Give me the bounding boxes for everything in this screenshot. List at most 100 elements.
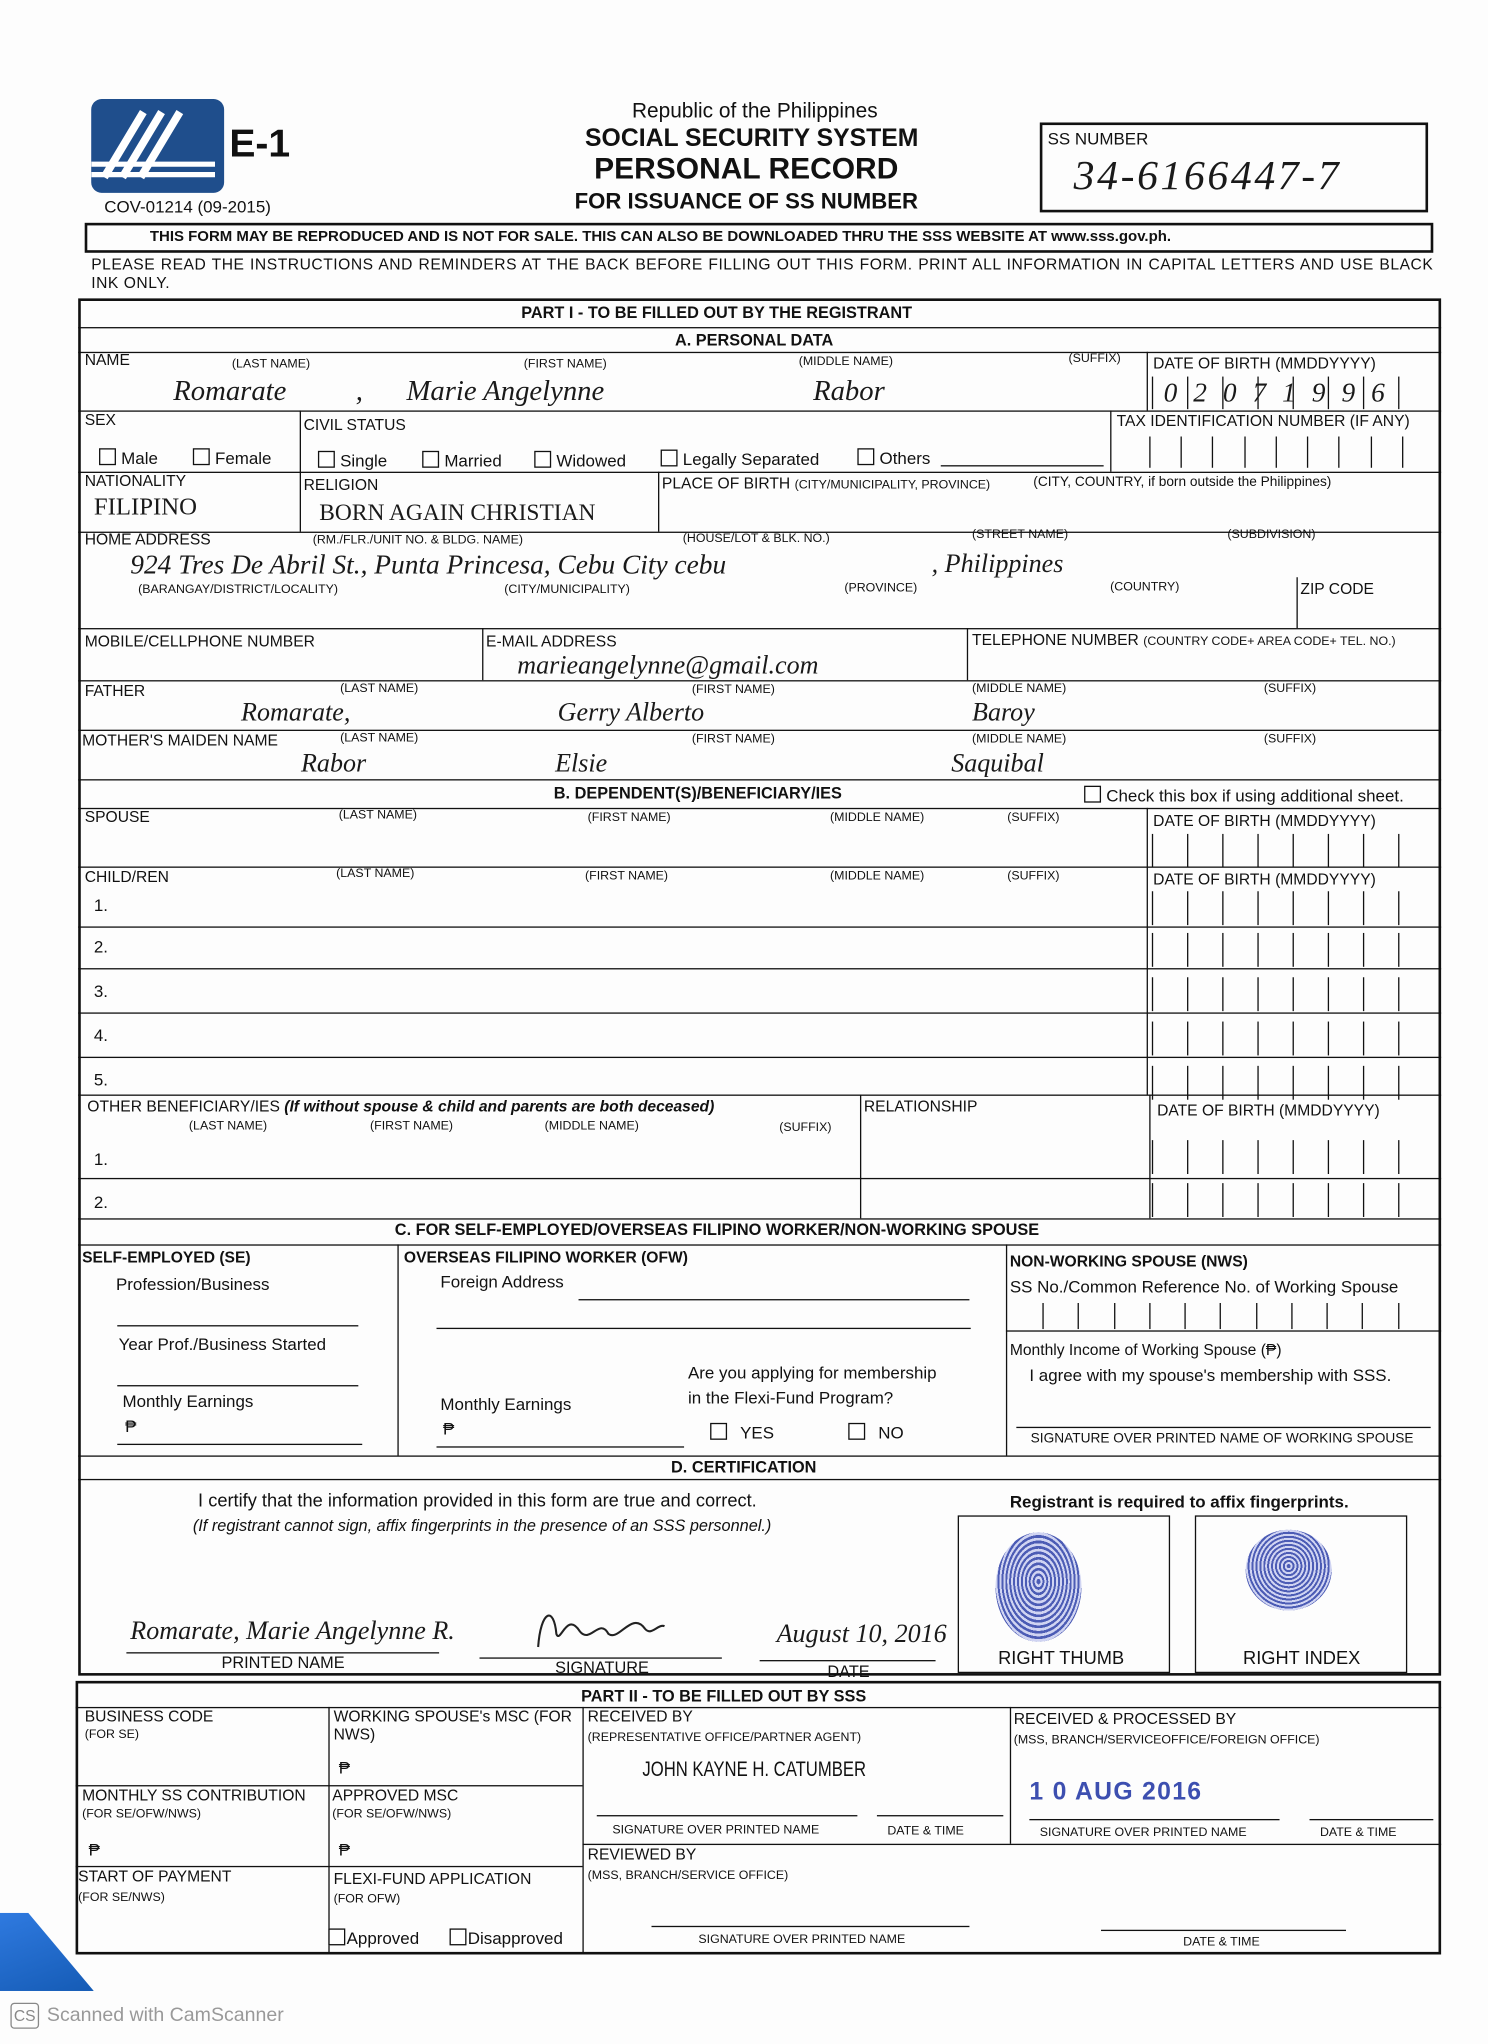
dob-input[interactable] (1151, 932, 1433, 967)
sex-female-option[interactable]: Female (192, 448, 271, 469)
right-thumb-label: RIGHT THUMB (998, 1646, 1125, 1668)
signature-label: SIGNATURE (555, 1658, 649, 1677)
child-row-number: 1. (93, 895, 108, 915)
mother-middle-label: (MIDDLE NAME) (972, 732, 1067, 747)
flexi-disapproved-option[interactable]: Disapproved (449, 1928, 563, 1949)
mother-first-value[interactable]: Elsie (555, 749, 608, 778)
other-beneficiary-note: (If without spouse & child and parents a… (284, 1097, 715, 1116)
civil-single-option[interactable]: Single (317, 450, 387, 472)
form-code: E-1 (229, 122, 291, 166)
child-row[interactable] (78, 1056, 1442, 1059)
civil-married-option[interactable]: Married (422, 450, 502, 472)
address-country-value[interactable]: , Philippines (931, 549, 1064, 579)
republic-text: Republic of the Philippines (631, 100, 878, 123)
additional-sheet-option[interactable]: Check this box if using additional sheet… (1084, 785, 1404, 807)
nws-ss-no-input[interactable] (1042, 1303, 1433, 1330)
father-first-value[interactable]: Gerry Alberto (557, 698, 705, 728)
male-checkbox[interactable] (99, 448, 116, 466)
dob-value[interactable]: 0 2 0 7 1 9 9 6 (1163, 376, 1385, 408)
child-row[interactable] (78, 926, 1442, 928)
fingerprint-note: Registrant is required to affix fingerpr… (1009, 1491, 1349, 1512)
spouse-first-label: (FIRST NAME) (587, 810, 671, 825)
birthplace-abroad-label: (CITY, COUNTRY, if born outside the Phil… (1033, 474, 1332, 490)
flexi-approved-option[interactable]: Approved (328, 1928, 419, 1949)
father-middle-value[interactable]: Baroy (972, 698, 1035, 728)
monthly-contribution-peso: ₱ (88, 1839, 100, 1860)
reviewed-datetime-label: DATE & TIME (1183, 1934, 1260, 1950)
certification-note: (If registrant cannot sign, affix finger… (192, 1516, 772, 1535)
certification-text: I certify that the information provided … (198, 1489, 757, 1511)
mother-middle-value[interactable]: Saquibal (951, 749, 1044, 778)
birthplace-sub-label: (CITY/MUNICIPALITY, PROVINCE) (794, 478, 991, 493)
email-value[interactable]: marieangelynne@gmail.com (517, 651, 819, 681)
right-index-fingerprint (1245, 1529, 1332, 1611)
flexi-fund-sub: (FOR OFW) (333, 1891, 401, 1907)
tin-input[interactable] (1149, 436, 1433, 468)
flexi-no-option[interactable]: NO (848, 1422, 904, 1444)
zip-label: ZIP CODE (1300, 579, 1374, 599)
processed-by-sub: (MSS, BRANCH/SERVICEOFFICE/FOREIGN OFFIC… (1013, 1732, 1320, 1748)
dob-input[interactable] (1151, 1021, 1433, 1056)
civil-others-option[interactable]: Others (857, 448, 930, 469)
mother-first-label: (FIRST NAME) (691, 732, 775, 747)
child-row[interactable] (78, 968, 1442, 970)
email-label: E-MAIL ADDRESS (486, 631, 617, 651)
name-comma: , (355, 373, 363, 407)
first-name-value[interactable]: Marie Angelynne (406, 373, 605, 407)
home-address-value[interactable]: 924 Tres De Abril St., Punta Princesa, C… (130, 548, 727, 580)
dob-input[interactable] (1151, 977, 1433, 1012)
dob-input[interactable] (1151, 1065, 1433, 1100)
country-label: (COUNTRY) (1110, 579, 1180, 595)
se-earnings-label: Monthly Earnings (122, 1391, 254, 1412)
mother-label: MOTHER'S MAIDEN NAME (82, 730, 278, 750)
form-version: COV-01214 (09-2015) (104, 196, 271, 217)
religion-value[interactable]: BORN AGAIN CHRISTIAN (319, 499, 596, 526)
civil-separated-option[interactable]: Legally Separated (660, 449, 819, 471)
nationality-label: NATIONALITY (84, 471, 187, 490)
last-name-value[interactable]: Romarate (173, 373, 287, 407)
dob-input[interactable] (1151, 1183, 1433, 1218)
sex-male-option[interactable]: Male (99, 448, 158, 469)
section-d-title: D. CERTIFICATION (671, 1458, 817, 1477)
right-index-box: RIGHT INDEX (1194, 1515, 1408, 1674)
form-title: PERSONAL RECORD (594, 151, 899, 186)
female-checkbox[interactable] (192, 448, 210, 466)
other-dob-label: DATE OF BIRTH (MMDDYYYY) (1157, 1101, 1380, 1120)
middle-name-value[interactable]: Rabor (813, 373, 885, 407)
telephone-sub-label: (COUNTRY CODE+ AREA CODE+ TEL. NO.) (1143, 634, 1396, 649)
other-middle-label: (MIDDLE NAME) (544, 1119, 639, 1134)
dob-input[interactable] (1151, 1140, 1433, 1175)
nws-agree-text: I agree with my spouse's membership with… (1029, 1365, 1392, 1386)
house-label: (HOUSE/LOT & BLK. NO.) (682, 531, 830, 546)
flexi-yes-option[interactable]: YES (710, 1422, 774, 1444)
printed-name-value[interactable]: Romarate, Marie Angelynne R. (130, 1617, 455, 1646)
rm-label: (RM./FLR./UNIT NO. & BLDG. NAME) (312, 532, 523, 548)
reviewed-by-label: REVIEWED BY (587, 1845, 697, 1864)
child-row[interactable] (78, 1012, 1442, 1014)
start-payment-label: START OF PAYMENT (78, 1867, 232, 1886)
child-row-number: 5. (93, 1069, 108, 1090)
civil-status-label: CIVIL STATUS (303, 415, 406, 434)
other-suffix-label: (SUFFIX) (779, 1120, 832, 1135)
spouse-label: SPOUSE (84, 807, 150, 827)
start-payment-sub: (FOR SE/NWS) (78, 1890, 165, 1905)
ofw-label: OVERSEAS FILIPINO WORKER (OFW) (403, 1248, 688, 1267)
reviewed-by-sub: (MSS, BRANCH/SERVICE OFFICE) (587, 1868, 789, 1883)
child-row-number: 2. (93, 936, 108, 957)
last-name-label: (LAST NAME) (231, 357, 311, 372)
sss-logo-icon (91, 110, 215, 180)
date-value[interactable]: August 10, 2016 (776, 1619, 947, 1649)
processed-datetime-label: DATE & TIME (1319, 1825, 1397, 1840)
camscanner-logo-icon: CS (10, 2002, 40, 2029)
religion-label: RELIGION (303, 475, 379, 494)
dob-input[interactable] (1151, 891, 1433, 926)
nationality-value[interactable]: FILIPINO (93, 493, 197, 522)
section-c-title: C. FOR SELF-EMPLOYED/OVERSEAS FILIPINO W… (394, 1220, 1040, 1240)
civil-widowed-option[interactable]: Widowed (534, 450, 626, 472)
mother-last-value[interactable]: Rabor (300, 749, 367, 778)
other-beneficiary-row[interactable] (78, 1177, 1442, 1180)
additional-sheet-checkbox[interactable] (1084, 785, 1102, 803)
flexi-fund-label: FLEXI-FUND APPLICATION (333, 1869, 532, 1889)
father-last-value[interactable]: Romarate, (241, 698, 351, 728)
